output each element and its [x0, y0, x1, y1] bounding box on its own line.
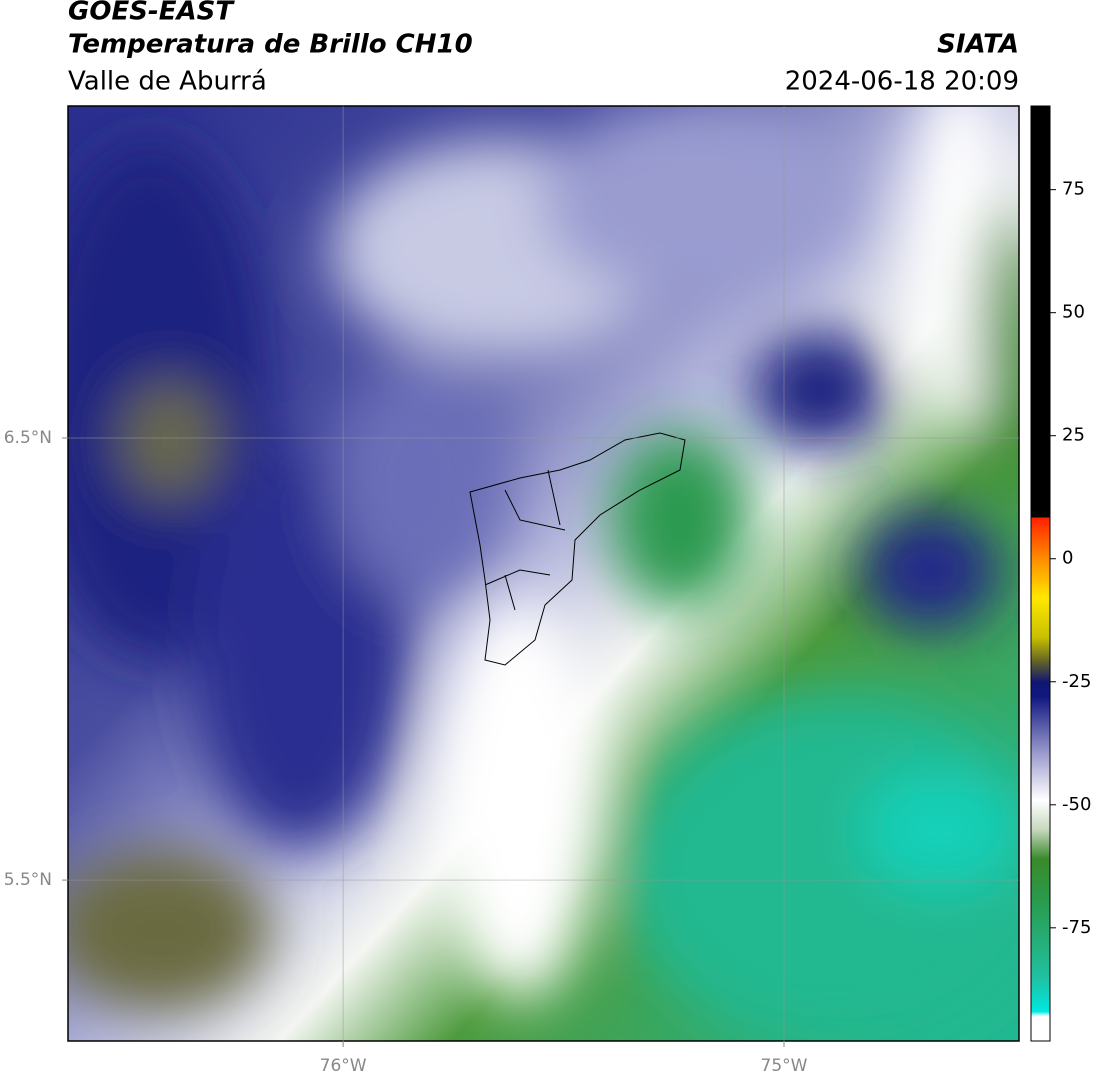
colorbar-tick-label: 0: [1062, 548, 1073, 569]
x-tick-label: 75°W: [761, 1056, 808, 1076]
colorbar-tick-label: -75: [1062, 917, 1091, 938]
colorbar-tick-label: 75: [1062, 179, 1085, 200]
title: GOES-EAST: [68, 0, 235, 27]
colorbar-tick-label: -25: [1062, 671, 1091, 692]
colorbar-tick-label: 50: [1062, 302, 1085, 323]
y-tick-label: 6.5°N: [4, 428, 52, 448]
colorbar: [1030, 105, 1051, 1042]
map-frame: [67, 105, 1020, 1042]
temperature-field: [68, 106, 1019, 1041]
subtitle: Temperatura de Brillo CH10: [68, 30, 473, 60]
colorbar-tick-label: 25: [1062, 425, 1085, 446]
y-tick-label: 5.5°N: [4, 870, 52, 890]
x-tick-label: 76°W: [320, 1056, 367, 1076]
colorbar-tick-label: -50: [1062, 794, 1091, 815]
datetime: 2024-06-18 20:09: [785, 67, 1019, 97]
region: Valle de Aburrá: [68, 67, 267, 97]
source: SIATA: [937, 30, 1019, 60]
municipal-boundaries: [469, 432, 686, 666]
